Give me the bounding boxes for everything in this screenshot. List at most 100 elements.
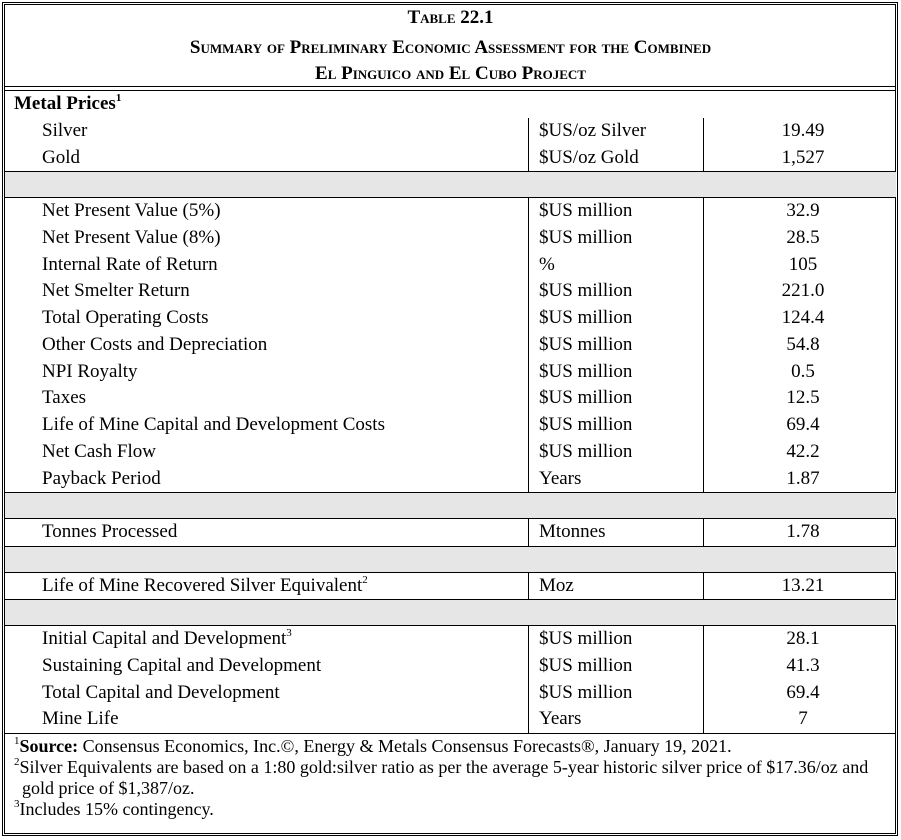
row-value: 105	[788, 253, 818, 275]
column-rule	[703, 117, 704, 172]
label-text: Initial Capital and Development	[42, 628, 287, 649]
heading-text: Metal Prices	[14, 93, 116, 114]
label-text: NPI Royalty	[42, 360, 138, 382]
row-label: Total Capital and Development	[42, 680, 280, 706]
label-text: Gold	[42, 146, 80, 168]
row-value: 1.78	[786, 521, 820, 542]
label-text: Life of Mine Recovered Silver Equivalent	[42, 574, 363, 596]
row-unit: $US million	[539, 440, 633, 462]
row-value: 7	[798, 708, 808, 730]
label-text: Life of Mine Capital and Development Cos…	[42, 414, 385, 435]
row-unit: $US million	[539, 387, 633, 409]
row-unit: $US million	[539, 654, 633, 676]
footnote-ref: 2	[362, 573, 368, 586]
row-label: Net Present Value (5%)	[42, 198, 221, 224]
row-label: Other Costs and Depreciation	[42, 332, 267, 358]
footnote: 3Includes 15% contingency.	[14, 799, 874, 820]
footnote-ref: 1	[115, 92, 122, 104]
row-unit: $US million	[539, 226, 633, 248]
row-label: Life of Mine Capital and Development Cos…	[42, 412, 385, 438]
row-value: 124.4	[781, 307, 825, 328]
row-label: Silver	[42, 118, 87, 144]
table-rule	[5, 733, 896, 734]
row-value: 13.21	[781, 574, 825, 596]
row-label: Sustaining Capital and Development	[42, 653, 321, 679]
row-label: Payback Period	[42, 466, 161, 492]
row-unit: Mtonnes	[539, 521, 606, 542]
separator-row	[5, 492, 896, 519]
label-text: Total Capital and Development	[42, 681, 280, 703]
separator-row	[5, 545, 896, 573]
row-value: 69.4	[786, 681, 820, 703]
column-rule	[703, 198, 704, 493]
row-label: Net Cash Flow	[42, 439, 156, 465]
row-unit: $US million	[539, 628, 633, 649]
title-rule	[5, 86, 896, 91]
row-value: 42.2	[786, 440, 820, 462]
table-subtitle: Summary of Preliminary Economic Assessme…	[189, 37, 712, 58]
column-rule	[528, 626, 529, 733]
row-label: Tonnes Processed	[42, 519, 177, 545]
label-text: Total Operating Costs	[42, 307, 209, 328]
label-text: Sustaining Capital and Development	[42, 654, 322, 676]
row-value: 28.1	[786, 628, 820, 649]
row-value: 41.3	[786, 654, 820, 676]
row-value: 19.49	[781, 119, 825, 141]
row-label: Total Operating Costs	[42, 305, 208, 331]
label-text: Taxes	[42, 387, 87, 409]
row-value: 221.0	[781, 280, 825, 302]
row-unit: $US million	[539, 414, 633, 435]
row-label: Net Smelter Return	[42, 278, 190, 304]
row-value: 1,527	[781, 146, 825, 168]
row-value: 54.8	[786, 333, 820, 355]
row-unit: Moz	[539, 574, 574, 596]
row-value: 12.5	[786, 387, 820, 409]
table-subtitle: El Pinguico and El Cubo Project	[315, 63, 586, 84]
footnote: 2Silver Equivalents are based on a 1:80 …	[14, 757, 874, 799]
separator-row	[5, 599, 896, 626]
footnote-text: Consensus Economics, Inc.©, Energy & Met…	[78, 736, 732, 756]
row-unit: $US million	[539, 360, 633, 382]
row-value: 32.9	[786, 200, 820, 221]
row-label: Mine Life	[42, 706, 119, 732]
column-rule	[528, 117, 529, 172]
label-text: Net Cash Flow	[42, 440, 156, 462]
row-label: Net Present Value (8%)	[42, 225, 221, 251]
section-heading: Metal Prices1	[14, 91, 121, 117]
label-text: Net Present Value (5%)	[42, 200, 221, 221]
label-text: Internal Rate of Return	[42, 253, 218, 275]
row-unit: Years	[539, 467, 582, 489]
row-unit: $US million	[539, 280, 633, 302]
footnote-text: Silver Equivalents are based on a 1:80 g…	[19, 757, 869, 798]
column-rule	[528, 519, 529, 546]
label-text: Net Smelter Return	[42, 280, 190, 302]
label-text: Other Costs and Depreciation	[42, 333, 268, 355]
footnote: 1Source: Consensus Economics, Inc.©, Ene…	[14, 736, 874, 757]
label-text: Silver	[42, 119, 88, 141]
column-rule	[703, 626, 704, 733]
row-unit: $US million	[539, 200, 633, 221]
row-value: 69.4	[786, 414, 820, 435]
label-text: Tonnes Processed	[42, 521, 178, 542]
row-label: Taxes	[42, 385, 86, 411]
row-value: 1.87	[786, 467, 820, 489]
label-text: Net Present Value (8%)	[42, 226, 221, 248]
row-unit: $US million	[539, 307, 633, 328]
row-unit: $US million	[539, 681, 633, 703]
footnote-ref: 3	[286, 627, 292, 639]
row-label: Initial Capital and Development3	[42, 626, 292, 652]
footnote-mark: 1	[14, 735, 20, 747]
row-unit: $US/oz Silver	[539, 119, 647, 141]
label-text: Mine Life	[42, 708, 119, 730]
row-value: 28.5	[786, 226, 820, 248]
row-label: Internal Rate of Return	[42, 252, 218, 278]
footnote-mark: 2	[14, 756, 20, 768]
label-text: Payback Period	[42, 467, 161, 489]
table-title: Table 22.1	[407, 7, 494, 28]
row-label: Gold	[42, 145, 80, 171]
row-unit: $US/oz Gold	[539, 146, 639, 168]
footnote-text: Includes 15% contingency.	[19, 799, 214, 819]
footnote-lead: Source:	[19, 736, 79, 756]
